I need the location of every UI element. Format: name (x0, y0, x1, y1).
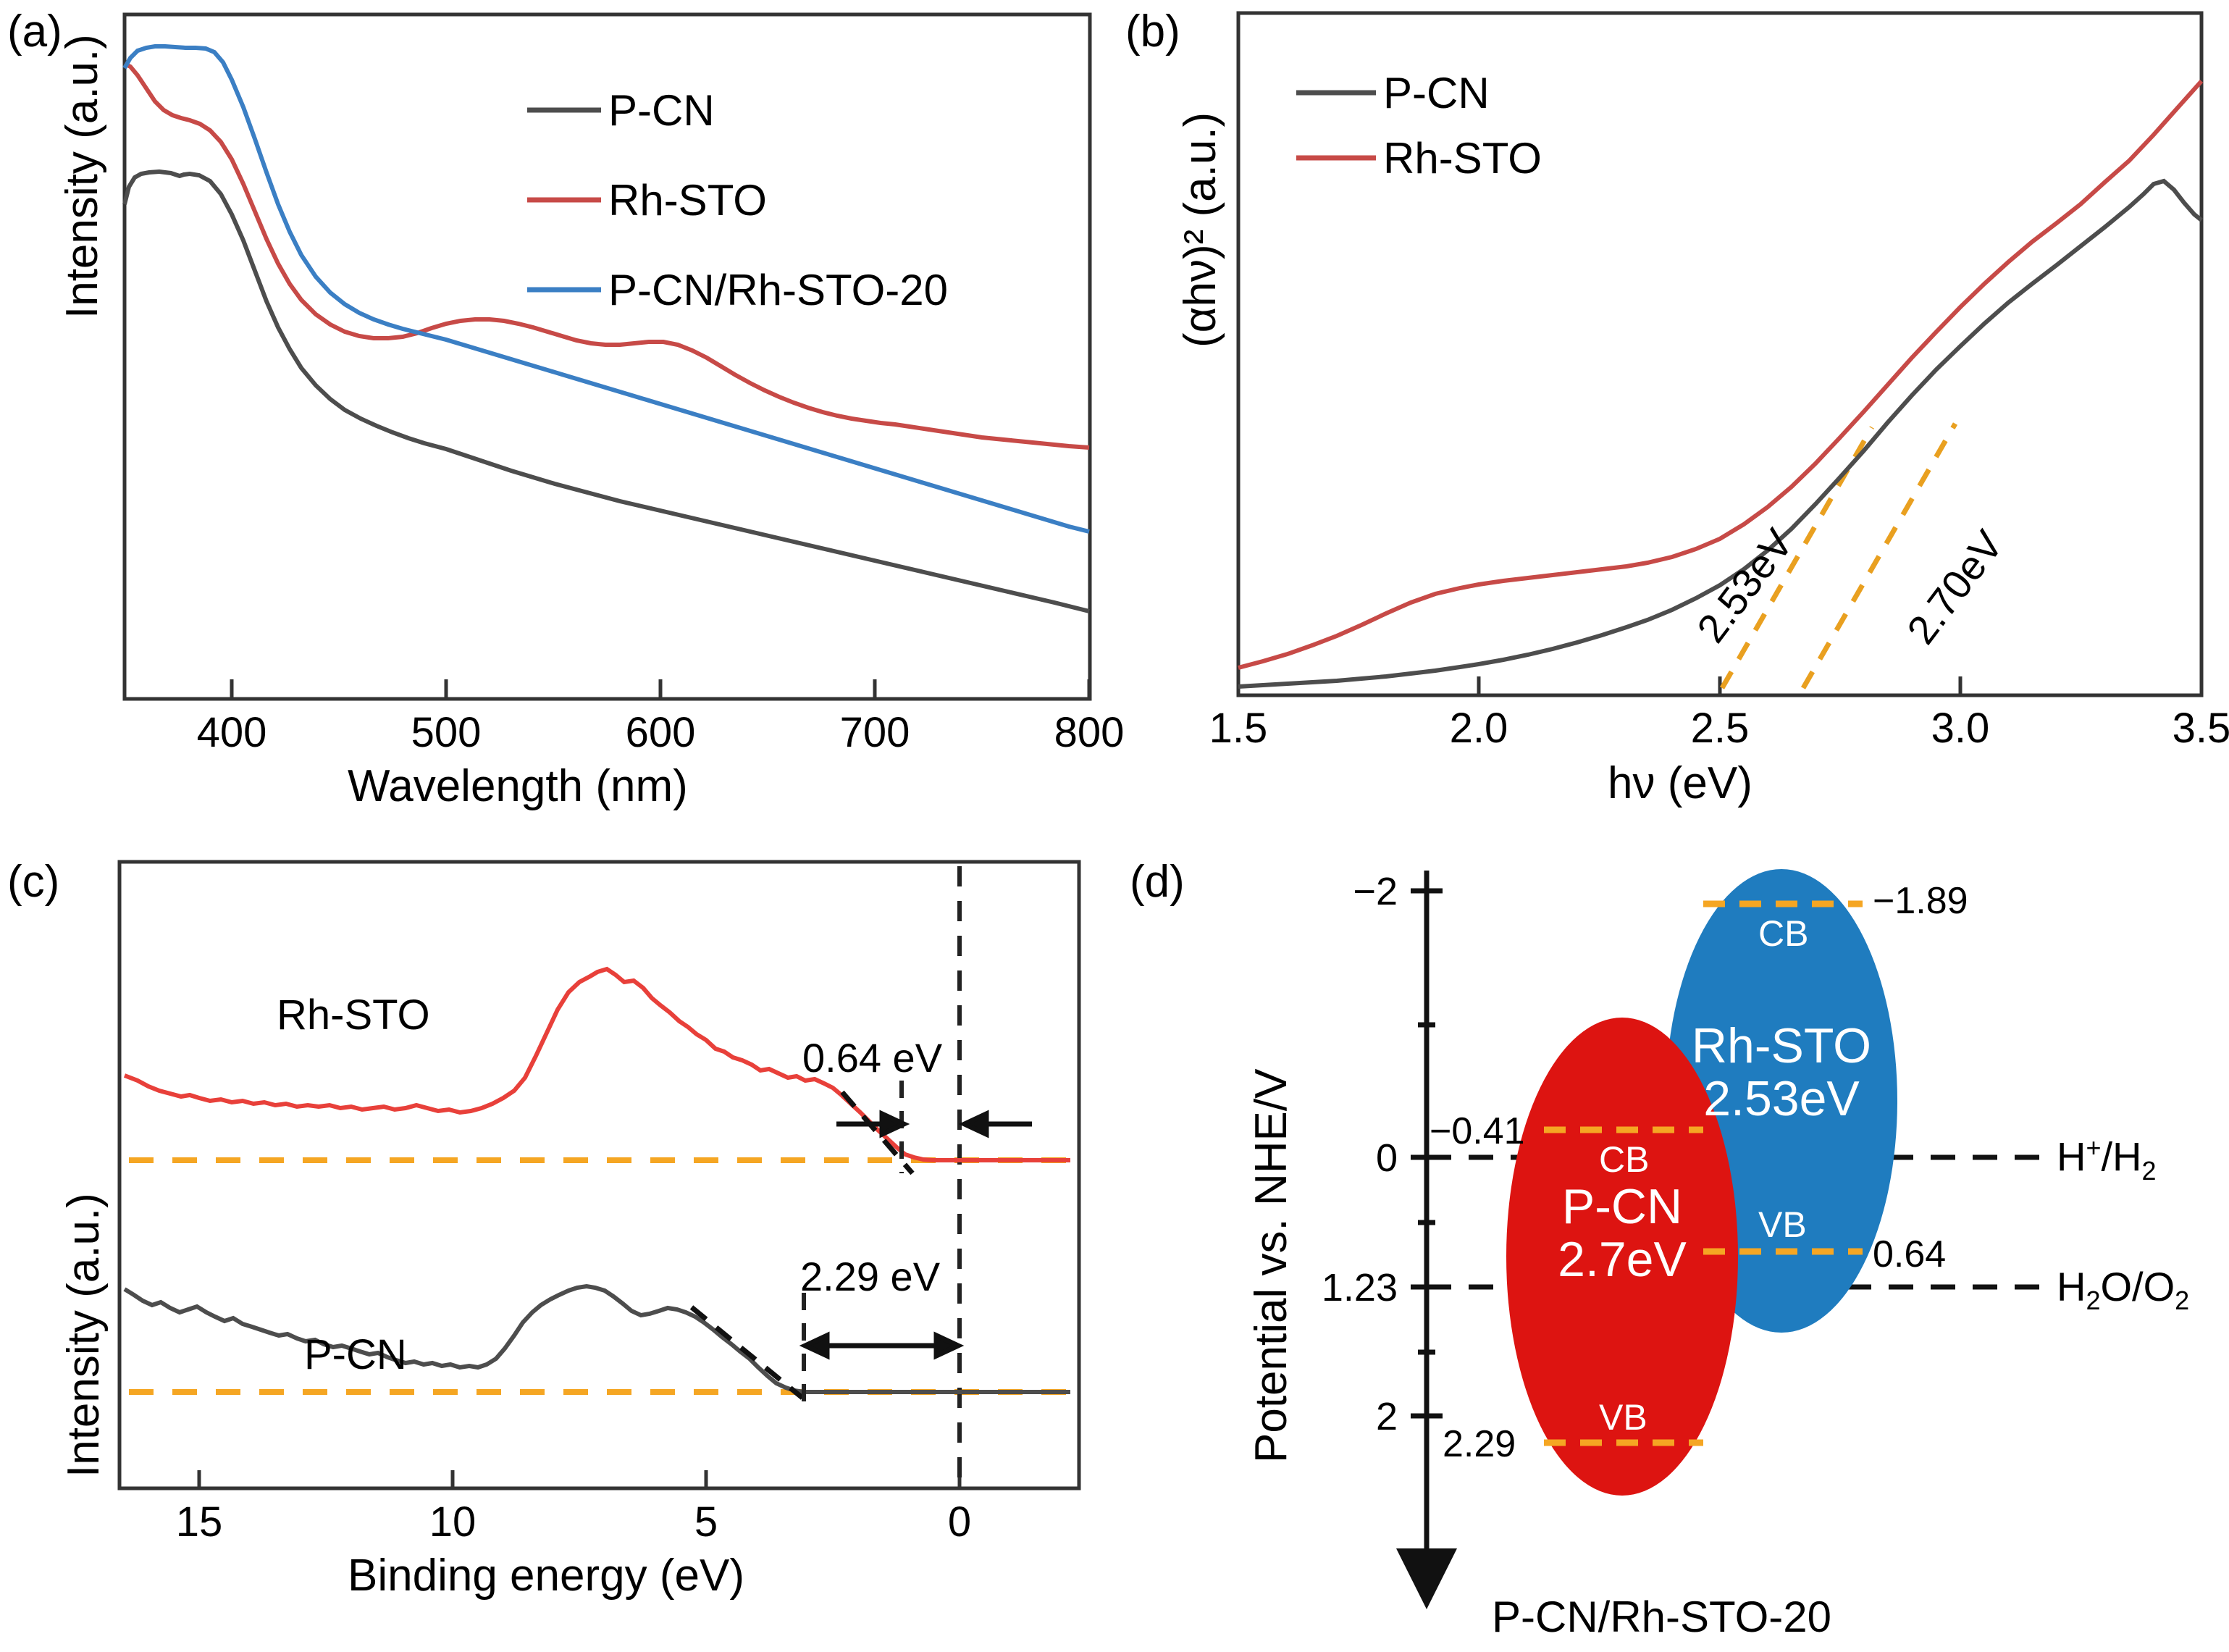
panel-d-redox-label-h2o-o2: H2O/O2 (2057, 1264, 2190, 1316)
panel-d-gap-rh-sto: 2.53eV (1703, 1071, 1860, 1127)
panel-a-xtick-700: 700 (839, 709, 910, 756)
panel-c: (c) Intensity (a.u.) (0, 826, 1115, 1652)
panel-c-curve-label-p-cn: P-CN (304, 1331, 407, 1378)
panel-b-xtick-3-5: 3.5 (2172, 705, 2229, 752)
panel-d-gap-p-cn: 2.7eV (1558, 1232, 1687, 1288)
panel-d-ytick-1-23: 1.23 (1321, 1266, 1398, 1309)
panel-b-letter: (b) (1125, 7, 1180, 56)
panel-d-value-rh-sto-cb: −1.89 (1873, 880, 1968, 922)
panel-b-curve-rh-sto (1238, 79, 2204, 670)
panel-a-xlabel: Wavelength (nm) (348, 761, 688, 811)
panel-c-annotation-064ev: 0.64 eV (802, 1035, 943, 1081)
panel-d-ytick-minus2: −2 (1353, 870, 1398, 913)
panel-b-plot (1236, 11, 2204, 697)
panel-d-band-tag-p-cn-cb: CB (1599, 1139, 1650, 1180)
panel-d-caption: P-CN/Rh-STO-20 (1492, 1593, 1831, 1641)
panel-c-curve-p-cn (123, 1283, 1070, 1394)
panel-d-band-tag-p-cn-vb: VB (1599, 1397, 1647, 1438)
panel-c-tangent-rh-sto (840, 1090, 915, 1175)
panel-c-letter: (c) (7, 857, 60, 907)
panel-a-xtick-600: 600 (625, 709, 696, 756)
panel-d-band-tag-rh-sto-vb: VB (1758, 1204, 1807, 1245)
panel-c-plot (117, 860, 1081, 1490)
panel-d-letter: (d) (1130, 857, 1185, 907)
panel-d: (d) Potential vs. NHE/V (1115, 826, 2229, 1652)
panel-a-legend-item-rh-sto: Rh-STO (608, 176, 767, 225)
panel-a-letter: (a) (7, 7, 62, 56)
panel-d-label-p-cn: P-CN 2.7eV (1506, 1179, 1738, 1288)
panel-a-legend-item-p-cn: P-CN (608, 86, 715, 135)
panel-c-arrow-064 (836, 1110, 1032, 1139)
panel-b-xtick-2-5: 2.5 (1690, 705, 1750, 752)
panel-b-legend-item-p-cn: P-CN (1383, 69, 1490, 117)
panel-c-xtick-0: 0 (947, 1498, 972, 1546)
panel-c-xtick-15: 15 (175, 1498, 223, 1546)
panel-a-legend-item-p-cn-rh-sto-20: P-CN/Rh-STO-20 (608, 266, 948, 314)
panel-d-value-p-cn-cb: −0.41 (1430, 1110, 1525, 1152)
panel-a-xtick-800: 800 (1054, 709, 1125, 756)
panel-c-xtick-5: 5 (694, 1498, 718, 1546)
panel-c-curve-label-rh-sto: Rh-STO (277, 991, 430, 1039)
panel-b-tangent-270 (1800, 422, 1958, 689)
panel-b-curve-p-cn (1238, 178, 2203, 689)
panel-b-xlabel: hν (eV) (1608, 758, 1752, 808)
panel-c-curve-rh-sto (123, 966, 1070, 1162)
panel-d-redox-label-h-h2: H+/H2 (2057, 1133, 2157, 1186)
panel-b-legend-item-rh-sto: Rh-STO (1383, 134, 1542, 183)
panel-d-value-rh-sto-vb: 0.64 (1873, 1233, 1947, 1275)
panel-a-curve-p-cn-rh-sto-20 (122, 44, 1090, 534)
panel-c-tangent-p-cn (689, 1305, 805, 1400)
panel-b-xtick-3-0: 3.0 (1931, 705, 1990, 752)
panel-d-ytick-2: 2 (1375, 1395, 1398, 1438)
panel-c-xlabel: Binding energy (eV) (348, 1551, 744, 1601)
panel-a-plot (122, 12, 1092, 701)
panel-d-name-p-cn: P-CN (1561, 1179, 1683, 1234)
panel-a-curve-p-cn (122, 169, 1090, 613)
panel-b-xtick-2-0: 2.0 (1449, 705, 1508, 752)
panel-b-legend-lines (1296, 90, 1376, 161)
panel-a: (a) Intensity (a.u.) (0, 0, 1124, 826)
panel-d-ytick-0: 0 (1375, 1136, 1398, 1180)
panel-c-annotation-229ev: 2.29 eV (800, 1254, 941, 1299)
panel-d-diagram (1396, 869, 2042, 1609)
panel-a-curve-rh-sto (123, 62, 1090, 450)
panel-d-label-rh-sto: Rh-STO 2.53eV (1666, 1018, 1897, 1127)
panel-b-xtick-1-5: 1.5 (1209, 705, 1268, 752)
panel-d-name-rh-sto: Rh-STO (1691, 1018, 1872, 1073)
panel-c-arrow-229 (799, 1331, 965, 1360)
panel-d-ellipse-p-cn (1506, 1018, 1738, 1496)
panel-a-xtick-500: 500 (411, 709, 482, 756)
panel-d-band-tag-rh-sto-cb: CB (1758, 913, 1809, 954)
panel-c-xtick-10: 10 (429, 1498, 477, 1546)
panel-d-value-p-cn-vb: 2.29 (1443, 1423, 1516, 1465)
panel-b: (b) (αhν)² (a.u.) P-CN (1115, 0, 2229, 826)
panel-a-xtick-400: 400 (196, 709, 267, 756)
